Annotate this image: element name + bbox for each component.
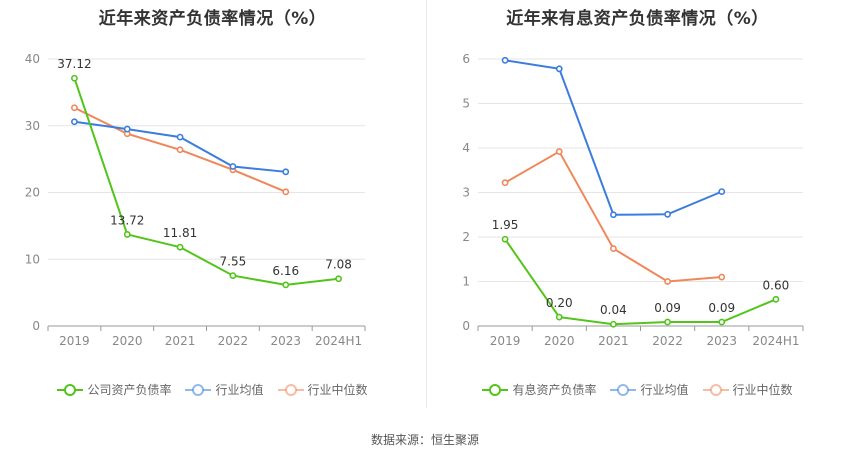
data-point: [282, 281, 290, 289]
x-tick-label: 2020: [112, 334, 143, 348]
data-label: 13.72: [110, 213, 144, 227]
data-label: 0.60: [763, 278, 790, 292]
legend-item[interactable]: 有息资产负债率: [482, 381, 596, 398]
y-tick-label: 2: [462, 230, 470, 244]
data-point: [282, 168, 290, 176]
data-point: [229, 272, 237, 280]
data-label: 37.12: [57, 57, 91, 71]
x-tick-label: 2024H1: [752, 334, 799, 348]
legend-item[interactable]: 行业中位数: [702, 381, 793, 398]
y-tick-label: 5: [462, 97, 470, 111]
legend-label: 行业中位数: [307, 383, 368, 397]
data-point: [282, 188, 290, 196]
chart-legend: 公司资产负债率 行业均值 行业中位数: [0, 381, 425, 398]
y-tick-label: 10: [25, 252, 40, 266]
x-tick-label: 2021: [598, 334, 629, 348]
data-label: 0.09: [708, 301, 735, 315]
y-tick-label: 40: [25, 52, 40, 66]
x-tick-label: 2021: [165, 334, 196, 348]
y-tick-label: 0: [32, 319, 40, 333]
chart-panel-debt-ratio: 近年来资产负债率情况（%） 0 10 20 30 40 2019 2020 2021 2022 2…: [0, 0, 425, 420]
chart-legend: 有息资产负债率 行业均值 行业中位数: [425, 381, 850, 398]
legend-label: 有息资产负债率: [512, 383, 597, 397]
legend-label: 公司资产负债率: [87, 383, 172, 397]
data-point: [123, 231, 131, 238]
chart-plot-interest-debt-ratio: 0 1 2 3 4 5 6 2019 2020 2021 2022 2023 2024H1 1.95 0.2…: [462, 52, 804, 348]
data-point: [123, 125, 131, 133]
data-point: [176, 243, 184, 251]
data-point: [664, 278, 671, 285]
y-tick-label: 1: [462, 275, 470, 289]
data-point: [71, 118, 78, 126]
data-label: 6.16: [272, 264, 299, 278]
legend-label: 行业均值: [640, 383, 689, 397]
series-line: [504, 238, 777, 326]
data-source-note: 数据来源：恒生聚源: [370, 433, 479, 447]
data-label: 7.55: [220, 255, 247, 269]
legend-line-marker-icon: [185, 383, 212, 396]
y-tick-label: 20: [25, 186, 40, 200]
legend-item[interactable]: 公司资产负债率: [57, 381, 171, 398]
x-tick-label: 2020: [544, 334, 575, 348]
data-point: [71, 74, 78, 82]
chart-title: 近年来资产负债率情况（%）: [98, 9, 327, 29]
data-label: 7.08: [325, 258, 352, 272]
data-point: [176, 146, 184, 154]
data-point: [555, 65, 563, 73]
x-tick-label: 2024H1: [315, 334, 362, 348]
data-label: 0.20: [546, 296, 573, 310]
data-label: 11.81: [163, 226, 197, 240]
data-point: [664, 210, 671, 218]
data-label: 1.95: [492, 218, 519, 232]
chart-title: 近年来有息资产负债率情况（%）: [506, 9, 769, 29]
legend-label: 行业中位数: [732, 383, 793, 397]
y-tick-label: 30: [25, 119, 40, 133]
data-point: [555, 313, 563, 321]
legend-label: 行业均值: [215, 383, 264, 397]
legend-line-marker-icon: [277, 383, 304, 396]
x-tick-label: 2019: [490, 334, 521, 348]
chart-panel-interest-debt-ratio: 近年来有息资产负债率情况（%） 0 1 2 3 4 5 6 2019 2020 2021 2022 2…: [425, 0, 850, 420]
data-point: [176, 133, 184, 141]
legend-item[interactable]: 行业中位数: [277, 381, 368, 398]
legend-line-marker-icon: [482, 383, 509, 396]
x-tick-label: 2023: [270, 334, 301, 348]
data-point: [555, 148, 563, 155]
data-point: [772, 295, 780, 303]
x-tick-label: 2019: [59, 334, 90, 348]
data-point: [610, 211, 617, 219]
data-point: [610, 320, 617, 328]
y-tick-label: 6: [462, 52, 470, 66]
legend-line-marker-icon: [702, 383, 729, 396]
data-label: 0.09: [654, 301, 681, 315]
chart-plot-debt-ratio: 0 10 20 30 40 2019 2020 2021 2022 2023 2024H1 37.12…: [25, 52, 366, 348]
x-tick-label: 2023: [706, 334, 737, 348]
legend-item[interactable]: 行业均值: [185, 381, 264, 398]
data-point: [610, 245, 617, 252]
data-label: 0.04: [600, 303, 627, 317]
y-tick-label: 3: [462, 186, 470, 200]
series-line: [73, 77, 339, 286]
data-point: [501, 56, 509, 64]
legend-item[interactable]: 行业均值: [610, 381, 689, 398]
legend-line-marker-icon: [610, 383, 637, 396]
panel-divider: [426, 0, 427, 408]
y-tick-label: 0: [462, 319, 470, 333]
x-tick-label: 2022: [652, 334, 683, 348]
y-tick-label: 4: [462, 141, 470, 155]
data-point: [501, 179, 509, 187]
data-point: [335, 275, 342, 283]
data-point: [718, 273, 726, 281]
data-point: [718, 188, 726, 196]
data-point: [718, 318, 726, 326]
data-point: [229, 163, 237, 170]
data-point: [501, 235, 509, 243]
data-point: [664, 318, 671, 326]
legend-line-marker-icon: [57, 383, 84, 396]
x-tick-label: 2022: [218, 334, 249, 348]
series-line: [504, 59, 723, 216]
data-point: [71, 104, 78, 112]
